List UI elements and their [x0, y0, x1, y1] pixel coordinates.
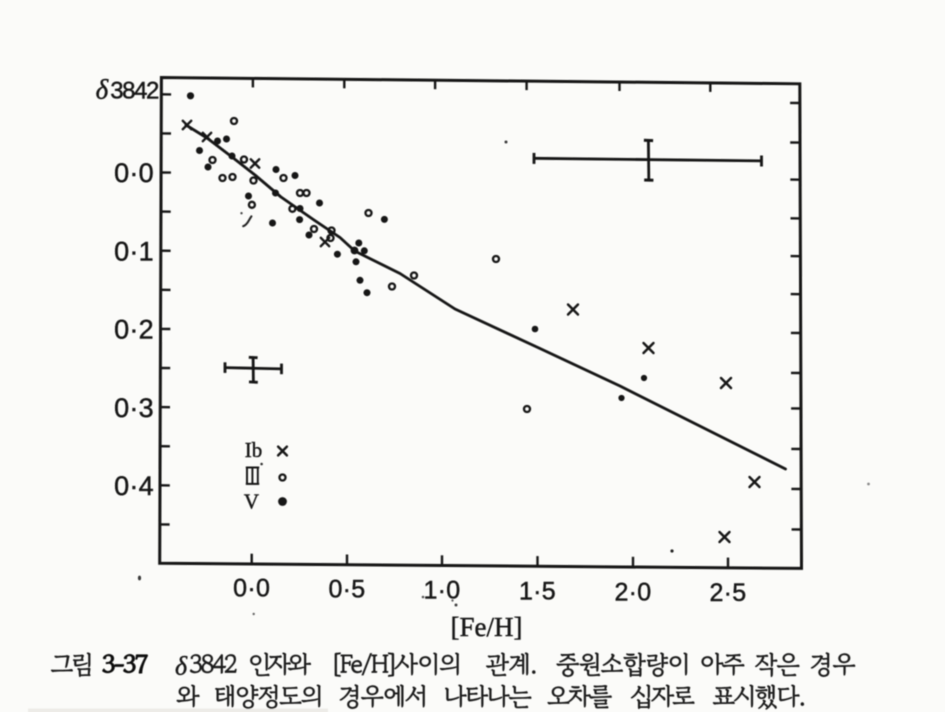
svg-text:2·5: 2·5 — [709, 579, 746, 607]
svg-text:V: V — [244, 490, 259, 514]
svg-text:1·0: 1·0 — [423, 576, 460, 604]
svg-text:δ3842: δ3842 — [96, 75, 159, 105]
svg-text:Ib: Ib — [245, 438, 263, 462]
svg-text:2·0: 2·0 — [614, 578, 651, 606]
svg-text:0·2: 0·2 — [114, 315, 154, 345]
svg-text:[Fe/H]: [Fe/H] — [451, 612, 523, 642]
svg-text:δ: δ — [175, 652, 188, 681]
svg-text:0·4: 0·4 — [114, 471, 154, 501]
svg-text:0·1: 0·1 — [114, 236, 154, 266]
svg-text:1·5: 1·5 — [519, 577, 556, 605]
svg-text:0·3: 0·3 — [114, 393, 154, 423]
svg-text:0·0: 0·0 — [114, 158, 154, 188]
svg-text:0·0: 0·0 — [233, 575, 270, 603]
svg-text:0·5: 0·5 — [328, 576, 365, 604]
